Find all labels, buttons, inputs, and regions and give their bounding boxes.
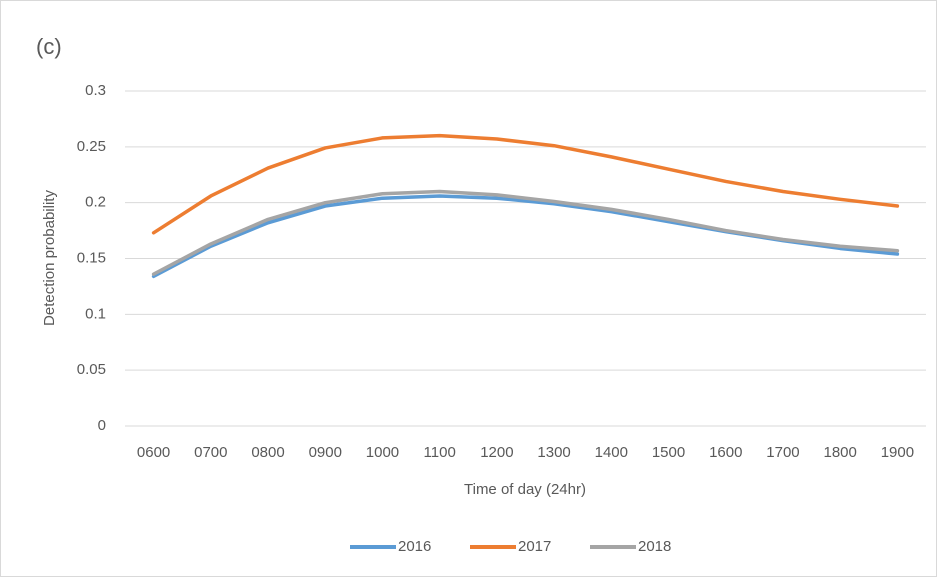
series-line bbox=[151, 133, 900, 235]
y-tick-label: 0.15 bbox=[77, 249, 106, 266]
legend-label: 2017 bbox=[518, 538, 551, 555]
x-tick-label: 0700 bbox=[194, 444, 227, 461]
x-tick-label: 1600 bbox=[709, 444, 742, 461]
y-tick-label: 0.2 bbox=[85, 194, 106, 211]
x-tick-label: 1200 bbox=[480, 444, 513, 461]
y-tick-label: 0 bbox=[98, 417, 106, 434]
series-line bbox=[151, 189, 900, 276]
x-tick-label: 1100 bbox=[424, 444, 456, 461]
y-tick-label: 0.1 bbox=[85, 305, 106, 322]
x-tick-label: 1300 bbox=[537, 444, 570, 461]
x-tick-label: 1700 bbox=[766, 444, 799, 461]
x-axis-label: Time of day (24hr) bbox=[464, 481, 586, 498]
legend-label: 2018 bbox=[638, 538, 671, 555]
y-axis-label: Detection probability bbox=[41, 190, 58, 326]
x-tick-label: 0900 bbox=[309, 444, 342, 461]
y-tick-label: 0.25 bbox=[77, 138, 106, 155]
x-tick-label: 0800 bbox=[251, 444, 284, 461]
y-tick-label: 0.05 bbox=[77, 361, 106, 378]
x-tick-label: 0600 bbox=[137, 444, 170, 461]
legend-label: 2016 bbox=[398, 538, 431, 555]
x-tick-label: 1400 bbox=[595, 444, 628, 461]
y-tick-label: 0.3 bbox=[85, 82, 106, 99]
x-tick-label: 1800 bbox=[823, 444, 856, 461]
chart-title: (c) bbox=[36, 34, 62, 59]
x-tick-label: 1500 bbox=[652, 444, 685, 461]
x-tick-label: 1900 bbox=[881, 444, 914, 461]
x-tick-label: 1000 bbox=[366, 444, 399, 461]
